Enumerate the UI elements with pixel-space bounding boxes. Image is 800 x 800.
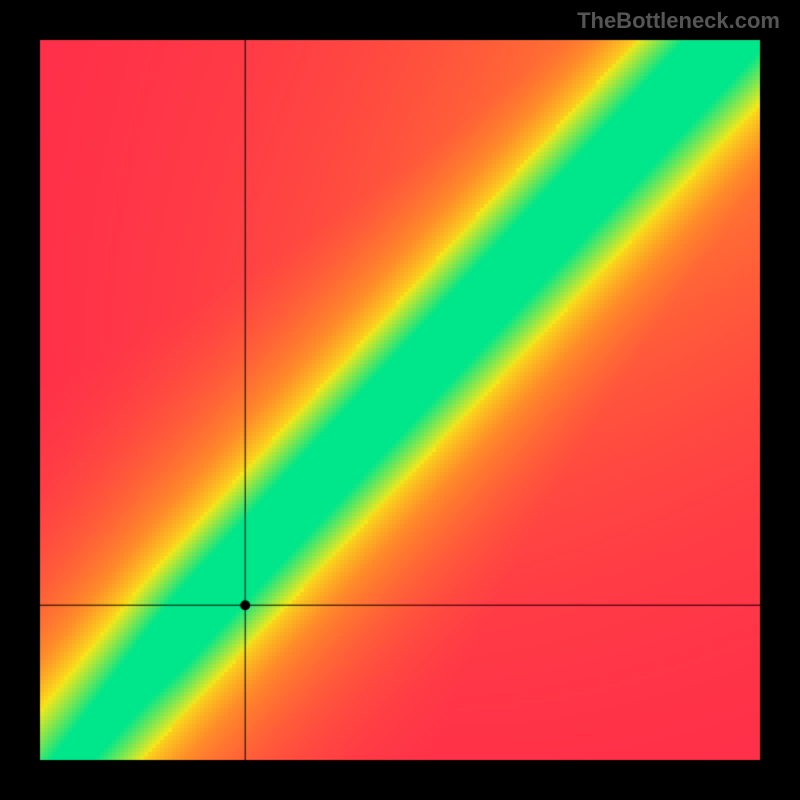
chart-container: TheBottleneck.com [0, 0, 800, 800]
bottleneck-heatmap [0, 0, 800, 800]
watermark-text: TheBottleneck.com [577, 8, 780, 34]
